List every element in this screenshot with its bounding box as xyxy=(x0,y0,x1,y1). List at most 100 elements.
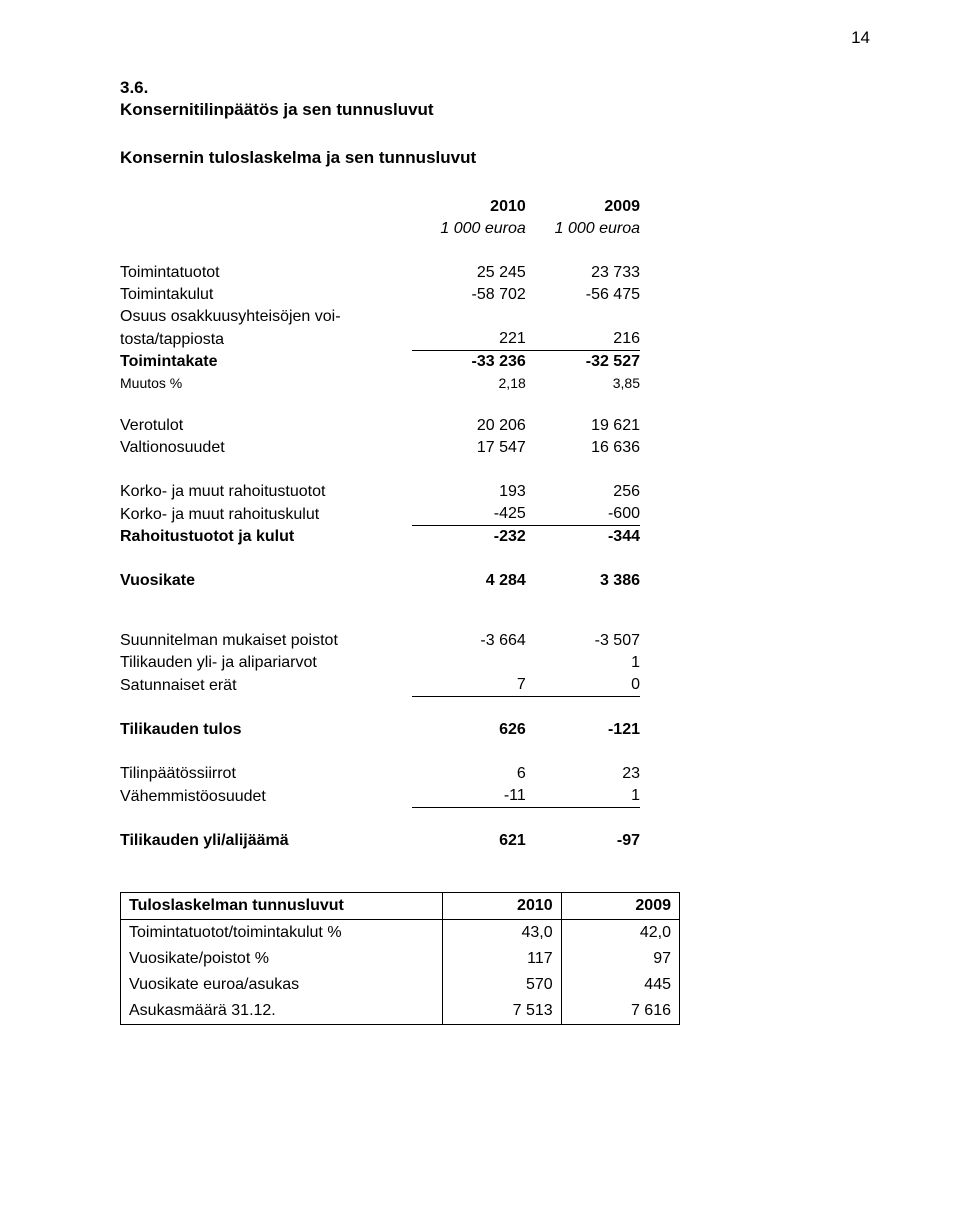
tunnusluvut-r2: Vuosikate/poistot % 117 97 xyxy=(121,946,680,972)
year-2: 2009 xyxy=(526,196,640,218)
label: Tilikauden tulos xyxy=(120,719,412,741)
val-y2: 3,85 xyxy=(526,373,640,393)
val-y2: -344 xyxy=(526,526,640,549)
val-y2: 23 xyxy=(526,763,640,785)
row-toimintatuotot: Toimintatuotot 25 245 23 733 xyxy=(120,262,640,284)
tunnusluvut-r1: Toimintatuotot/toimintakulut % 43,0 42,0 xyxy=(121,920,680,947)
row-poistot: Suunnitelman mukaiset poistot -3 664 -3 … xyxy=(120,630,640,652)
row-valtionosuudet: Valtionosuudet 17 547 16 636 xyxy=(120,437,640,459)
val-y1: 570 xyxy=(443,972,561,998)
tunnusluvut-header: Tuloslaskelman tunnusluvut 2010 2009 xyxy=(121,893,680,920)
label: Muutos % xyxy=(120,373,412,393)
row-tilikauden-tulos: Tilikauden tulos 626 -121 xyxy=(120,719,640,741)
row-toimintakulut: Toimintakulut -58 702 -56 475 xyxy=(120,284,640,306)
val-y1: 2010 xyxy=(443,893,561,920)
label: Tilikauden yli/alijäämä xyxy=(120,830,412,852)
val-y2: 97 xyxy=(561,946,679,972)
row-alipariarvot: Tilikauden yli- ja alipariarvot 1 xyxy=(120,652,640,674)
section-number: 3.6. xyxy=(120,78,840,98)
val-y1: 117 xyxy=(443,946,561,972)
val-y2: 3 386 xyxy=(526,570,640,592)
val-y2: 42,0 xyxy=(561,920,679,947)
val-y1: 193 xyxy=(412,481,526,503)
label: Asukasmäärä 31.12. xyxy=(121,998,443,1025)
val-y1: 2,18 xyxy=(412,373,526,393)
val-y2: -600 xyxy=(526,503,640,526)
label: Toimintatuotot xyxy=(120,262,412,284)
tunnusluvut-r4: Asukasmäärä 31.12. 7 513 7 616 xyxy=(121,998,680,1025)
val-y1: 20 206 xyxy=(412,415,526,437)
label: Toimintatuotot/toimintakulut % xyxy=(121,920,443,947)
unit-row: 1 000 euroa 1 000 euroa xyxy=(120,218,640,240)
val-y1: 25 245 xyxy=(412,262,526,284)
row-korko-tuotot: Korko- ja muut rahoitustuotot 193 256 xyxy=(120,481,640,503)
val-y2: -32 527 xyxy=(526,351,640,374)
val-y2: 216 xyxy=(526,328,640,351)
page-number: 14 xyxy=(851,28,870,48)
subheading: Konsernin tuloslaskelma ja sen tunnusluv… xyxy=(120,148,840,168)
label: Toimintakate xyxy=(120,351,412,374)
label: Vähemmistöosuudet xyxy=(120,785,412,808)
label: Osuus osakkuusyhteisöjen voi- xyxy=(120,306,412,328)
row-verotulot: Verotulot 20 206 19 621 xyxy=(120,415,640,437)
val-y2: 7 616 xyxy=(561,998,679,1025)
row-korko-kulut: Korko- ja muut rahoituskulut -425 -600 xyxy=(120,503,640,526)
val-y2: -121 xyxy=(526,719,640,741)
val-y1: 7 513 xyxy=(443,998,561,1025)
row-satunnaiset: Satunnaiset erät 7 0 xyxy=(120,674,640,697)
row-osuus-line1: Osuus osakkuusyhteisöjen voi- xyxy=(120,306,640,328)
val-y1: -425 xyxy=(412,503,526,526)
income-statement-table: 2010 2009 1 000 euroa 1 000 euroa Toimin… xyxy=(120,196,640,852)
label: Korko- ja muut rahoitustuotot xyxy=(120,481,412,503)
year-1: 2010 xyxy=(412,196,526,218)
label: Vuosikate/poistot % xyxy=(121,946,443,972)
val-y1: 7 xyxy=(412,674,526,697)
tunnusluvut-r3: Vuosikate euroa/asukas 570 445 xyxy=(121,972,680,998)
val-y2: 256 xyxy=(526,481,640,503)
page: 14 3.6. Konsernitilinpäätös ja sen tunnu… xyxy=(0,0,960,1227)
row-vahemmisto: Vähemmistöosuudet -11 1 xyxy=(120,785,640,808)
val-y2: 2009 xyxy=(561,893,679,920)
label: Verotulot xyxy=(120,415,412,437)
val-y1: 221 xyxy=(412,328,526,351)
row-muutos: Muutos % 2,18 3,85 xyxy=(120,373,640,393)
row-osuus-line2: tosta/tappiosta 221 216 xyxy=(120,328,640,351)
label: Valtionosuudet xyxy=(120,437,412,459)
row-rahoitus-kulut: Rahoitustuotot ja kulut -232 -344 xyxy=(120,526,640,549)
val-y1 xyxy=(412,652,526,674)
row-siirrot: Tilinpäätössiirrot 6 23 xyxy=(120,763,640,785)
val-y1: 43,0 xyxy=(443,920,561,947)
row-yli-alijaama: Tilikauden yli/alijäämä 621 -97 xyxy=(120,830,640,852)
label: Satunnaiset erät xyxy=(120,674,412,697)
label: Vuosikate xyxy=(120,570,412,592)
val-y2: 23 733 xyxy=(526,262,640,284)
label: Toimintakulut xyxy=(120,284,412,306)
val-y2: 1 xyxy=(526,652,640,674)
val-y1: -58 702 xyxy=(412,284,526,306)
val-y2: 19 621 xyxy=(526,415,640,437)
val-y1: -3 664 xyxy=(412,630,526,652)
label: Vuosikate euroa/asukas xyxy=(121,972,443,998)
row-vuosikate: Vuosikate 4 284 3 386 xyxy=(120,570,640,592)
val-y1: -33 236 xyxy=(412,351,526,374)
val-y2: -3 507 xyxy=(526,630,640,652)
val-y2: 16 636 xyxy=(526,437,640,459)
val-y1: -232 xyxy=(412,526,526,549)
val-y1: 626 xyxy=(412,719,526,741)
val-y2: 1 xyxy=(526,785,640,808)
val-y1: 4 284 xyxy=(412,570,526,592)
section-title: Konsernitilinpäätös ja sen tunnusluvut xyxy=(120,100,840,120)
val-y2: 0 xyxy=(526,674,640,697)
val-y1: 6 xyxy=(412,763,526,785)
label: Korko- ja muut rahoituskulut xyxy=(120,503,412,526)
label: Tilinpäätössiirrot xyxy=(120,763,412,785)
val-y1: 17 547 xyxy=(412,437,526,459)
val-y2: 445 xyxy=(561,972,679,998)
val-y2: -97 xyxy=(526,830,640,852)
val-y1: -11 xyxy=(412,785,526,808)
year-row: 2010 2009 xyxy=(120,196,640,218)
label: Rahoitustuotot ja kulut xyxy=(120,526,412,549)
val-y2: -56 475 xyxy=(526,284,640,306)
unit-label-2: 1 000 euroa xyxy=(526,218,640,240)
label: Tuloslaskelman tunnusluvut xyxy=(121,893,443,920)
